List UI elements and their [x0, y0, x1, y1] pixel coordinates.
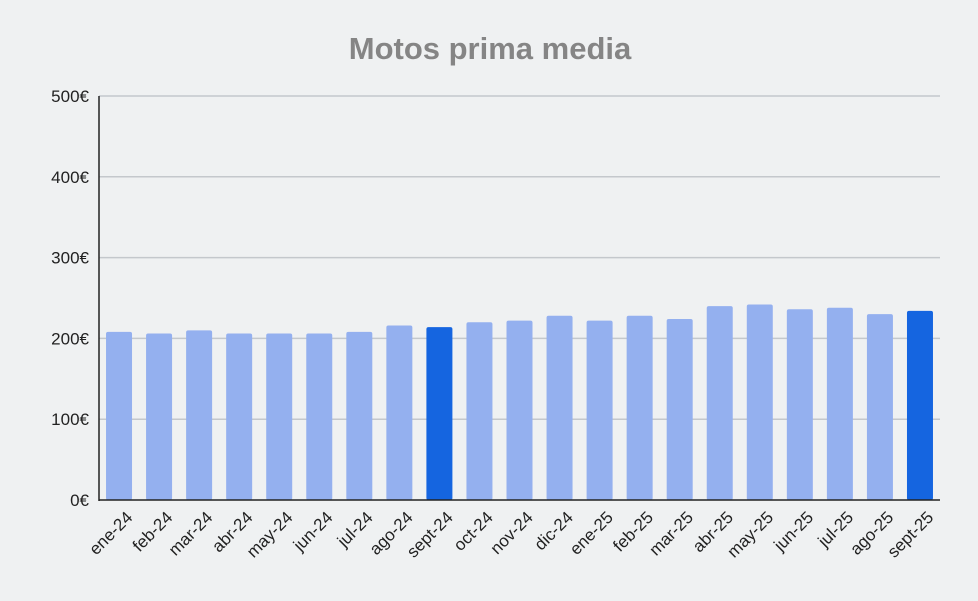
- bar-mar-24: [186, 330, 213, 500]
- bar-abr-25: [706, 306, 733, 500]
- x-tick-label: mar-25: [645, 508, 697, 560]
- bar-sept-25: [906, 310, 933, 500]
- bar-oct-24: [466, 322, 493, 500]
- bar-jun-24: [306, 333, 333, 500]
- y-tick-label: 0€: [70, 491, 89, 510]
- y-tick-label: 500€: [51, 87, 89, 106]
- x-tick-label: nov-24: [487, 508, 537, 558]
- y-tick-label: 100€: [51, 410, 89, 429]
- bar-abr-24: [226, 333, 253, 500]
- y-tick-label: 400€: [51, 168, 89, 187]
- bar-may-25: [746, 304, 773, 500]
- x-tick-label: jun-25: [770, 508, 818, 556]
- x-tick-label: ene-25: [566, 508, 617, 559]
- y-tick-label: 200€: [51, 329, 89, 348]
- x-axis-ticks: ene-24feb-24mar-24abr-24may-24jun-24jul-…: [85, 508, 937, 562]
- x-tick-label: mar-24: [165, 508, 217, 560]
- bar-jul-24: [346, 331, 373, 500]
- bar-feb-25: [626, 315, 653, 500]
- bar-jul-25: [826, 307, 853, 500]
- bars: [106, 304, 933, 500]
- y-tick-label: 300€: [51, 249, 89, 268]
- bar-nov-24: [506, 320, 533, 500]
- bar-may-24: [266, 333, 293, 500]
- bar-mar-25: [666, 319, 693, 500]
- axes: [98, 96, 940, 501]
- bar-ene-24: [106, 331, 133, 500]
- x-tick-label: jun-24: [289, 508, 337, 556]
- bar-ene-25: [586, 320, 613, 500]
- x-tick-label: ene-24: [85, 508, 136, 559]
- bar-ago-25: [866, 314, 893, 500]
- bar-jun-25: [786, 309, 813, 500]
- chart-title: Motos prima media: [349, 31, 632, 66]
- bar-sept-24: [426, 327, 453, 500]
- bar-feb-24: [146, 333, 173, 500]
- bar-dic-24: [546, 315, 573, 500]
- y-axis-ticks: 0€ 100€ 200€ 300€ 400€ 500€: [51, 87, 89, 510]
- bar-ago-24: [386, 325, 413, 500]
